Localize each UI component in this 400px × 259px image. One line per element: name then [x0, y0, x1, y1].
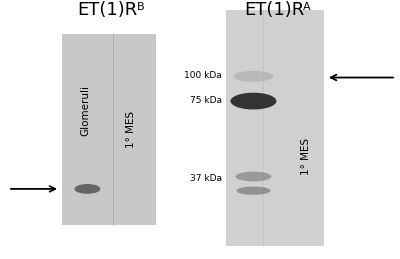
Text: ET(1)R: ET(1)R	[244, 2, 304, 19]
Bar	[226, 10, 324, 246]
Ellipse shape	[234, 71, 274, 82]
Text: 1° MES: 1° MES	[126, 111, 136, 148]
Ellipse shape	[74, 184, 100, 194]
Bar	[62, 34, 156, 225]
Text: ET(1)R: ET(1)R	[77, 2, 137, 19]
Text: 100 kDa: 100 kDa	[184, 71, 222, 80]
Text: Glomeruli: Glomeruli	[80, 85, 90, 136]
Ellipse shape	[230, 93, 276, 110]
Text: 75 kDa: 75 kDa	[190, 96, 222, 105]
Text: B: B	[136, 2, 144, 12]
Text: 37 kDa: 37 kDa	[190, 174, 222, 183]
Text: A: A	[303, 2, 311, 12]
Ellipse shape	[236, 186, 270, 195]
Text: 1° MES: 1° MES	[301, 138, 311, 175]
Ellipse shape	[236, 172, 272, 182]
